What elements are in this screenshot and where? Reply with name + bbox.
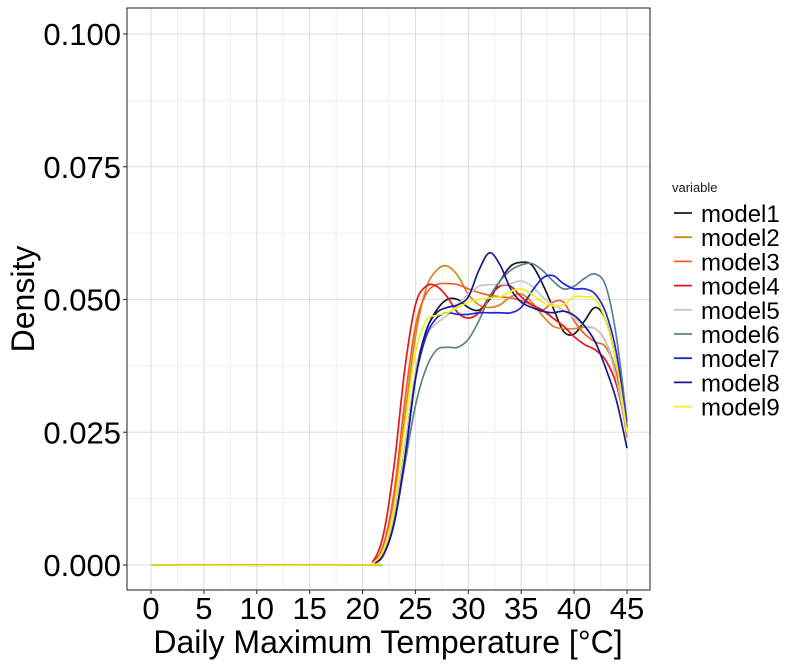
x-tick-label: 5 — [195, 591, 212, 626]
legend-title: variable — [672, 180, 718, 195]
legend-label: model9 — [701, 395, 780, 422]
x-tick-label: 40 — [557, 591, 591, 626]
x-tick-label: 15 — [292, 591, 326, 626]
density-line-model5 — [150, 280, 628, 566]
legend-label: model5 — [701, 298, 780, 325]
legend: variable model1model2model3model4model5m… — [672, 180, 780, 422]
legend-item-model1: model1 — [674, 201, 780, 228]
legend-label: model8 — [701, 370, 780, 397]
y-axis: 0.000 0.025 0.050 0.075 0.100 — [43, 17, 127, 583]
legend-label: model2 — [701, 225, 780, 252]
y-tick-label: 0.025 — [43, 415, 121, 450]
y-tick-label: 0.000 — [43, 548, 121, 583]
legend-label: model3 — [701, 249, 780, 276]
legend-item-model6: model6 — [674, 322, 780, 349]
legend-item-model2: model2 — [674, 225, 780, 252]
density-line-model3 — [150, 282, 628, 567]
legend-label: model1 — [701, 201, 780, 228]
legend-item-model9: model9 — [674, 395, 780, 422]
y-tick-label: 0.100 — [43, 17, 121, 52]
legend-item-model8: model8 — [674, 370, 780, 397]
x-tick-label: 30 — [451, 591, 485, 626]
y-tick-label: 0.075 — [43, 150, 121, 185]
y-axis-title: Density — [5, 246, 41, 353]
x-tick-label: 35 — [504, 591, 538, 626]
x-tick-label: 25 — [398, 591, 432, 626]
x-axis: 0 5 10 15 20 25 30 35 40 45 — [142, 590, 644, 626]
x-axis-title: Daily Maximum Temperature [°C] — [153, 624, 622, 660]
density-line-model8 — [150, 251, 628, 566]
legend-item-model4: model4 — [674, 274, 780, 301]
legend-label: model7 — [701, 346, 780, 373]
x-tick-label: 45 — [610, 591, 644, 626]
legend-item-model5: model5 — [674, 298, 780, 325]
legend-item-model7: model7 — [674, 346, 780, 373]
y-tick-label: 0.050 — [43, 283, 121, 318]
density-line-model9 — [150, 287, 628, 567]
legend-label: model6 — [701, 322, 780, 349]
legend-label: model4 — [701, 274, 780, 301]
x-tick-label: 10 — [240, 591, 274, 626]
legend-item-model3: model3 — [674, 249, 780, 276]
density-line-model4 — [150, 283, 628, 567]
x-tick-label: 0 — [142, 591, 159, 626]
x-tick-label: 20 — [345, 591, 379, 626]
density-curves — [150, 251, 628, 567]
